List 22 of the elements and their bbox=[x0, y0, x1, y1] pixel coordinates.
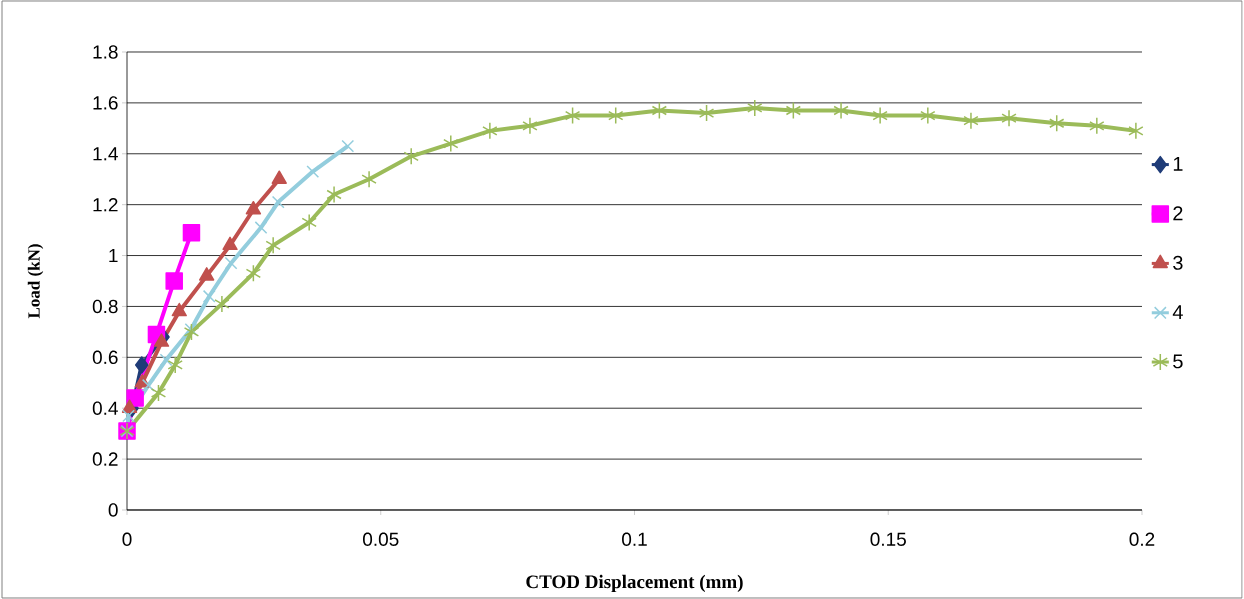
legend-label: 1 bbox=[1173, 156, 1183, 171]
y-tick-label: 1 bbox=[109, 249, 118, 263]
x-tick-label: 0.15 bbox=[870, 532, 906, 546]
y-tick-label: 0 bbox=[108, 503, 118, 517]
y-tick-label: 0.2 bbox=[92, 452, 118, 466]
x-tick-label: 0.05 bbox=[363, 532, 399, 546]
y-tick-label: 1.4 bbox=[93, 147, 118, 161]
y-tick-label: 0.4 bbox=[92, 401, 118, 415]
legend-label: 2 bbox=[1173, 206, 1183, 221]
x-axis-title: CTOD Displacement (mm) bbox=[526, 574, 743, 593]
y-tick-label: 1.2 bbox=[93, 198, 118, 212]
y-axis-title: Load (kN) bbox=[27, 244, 44, 319]
legend-label: 4 bbox=[1172, 305, 1183, 319]
legend-label: 3 bbox=[1173, 255, 1183, 270]
legend-label: 5 bbox=[1173, 354, 1183, 369]
y-tick-label: 1.6 bbox=[93, 96, 118, 110]
x-tick-label: 0 bbox=[122, 532, 132, 546]
x-tick-label: 0.1 bbox=[622, 532, 647, 546]
x-tick-label: 0.2 bbox=[1129, 532, 1155, 546]
y-tick-label: 0.8 bbox=[92, 299, 118, 314]
y-tick-label: 0.6 bbox=[92, 350, 118, 365]
y-tick-label: 1.8 bbox=[93, 45, 118, 59]
